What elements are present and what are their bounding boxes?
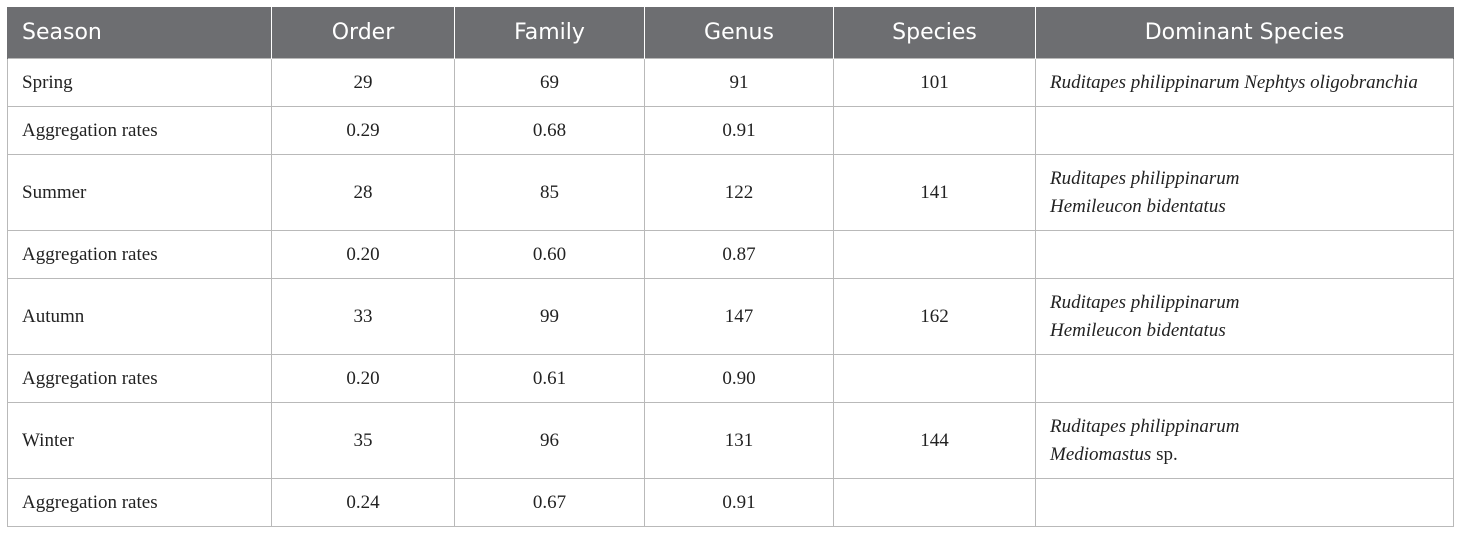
order-cell: 35 xyxy=(271,402,455,479)
species-cell xyxy=(833,354,1036,403)
order-cell: 0.29 xyxy=(271,106,455,155)
dominant-species-cell xyxy=(1035,230,1454,279)
dominant-species-cell xyxy=(1035,106,1454,155)
order-cell: 0.24 xyxy=(271,478,455,527)
season-cell: Spring xyxy=(7,58,272,107)
dominant-species-cell: Ruditapes philippinarum Hemileucon biden… xyxy=(1035,154,1454,231)
season-cell: Winter xyxy=(7,402,272,479)
dominant-species-name-line: Mediomastus sp. xyxy=(1050,441,1453,469)
family-cell: 69 xyxy=(454,58,645,107)
family-cell: 85 xyxy=(454,154,645,231)
header-species: Species xyxy=(833,7,1036,59)
family-cell: 0.67 xyxy=(454,478,645,527)
dominant-species-cell xyxy=(1035,478,1454,527)
order-cell: 28 xyxy=(271,154,455,231)
table-row: Aggregation rates 0.20 0.61 0.90 xyxy=(7,354,1454,403)
order-cell: 0.20 xyxy=(271,354,455,403)
genus-cell: 147 xyxy=(644,278,834,355)
family-cell: 0.60 xyxy=(454,230,645,279)
season-species-table: Season Order Family Genus Species Domina… xyxy=(7,7,1454,527)
dominant-species-name: Hemileucon bidentatus xyxy=(1050,195,1226,217)
table-row: Aggregation rates 0.29 0.68 0.91 xyxy=(7,106,1454,155)
season-cell: Aggregation rates xyxy=(7,354,272,403)
genus-cell: 0.90 xyxy=(644,354,834,403)
dominant-species-cell: Ruditapes philippinarum Nephtys oligobra… xyxy=(1035,58,1454,107)
season-cell: Summer xyxy=(7,154,272,231)
dominant-species-cell: Ruditapes philippinarum Hemileucon biden… xyxy=(1035,278,1454,355)
genus-cell: 131 xyxy=(644,402,834,479)
species-cell xyxy=(833,230,1036,279)
table-row: Spring 29 69 91 101 Ruditapes philippina… xyxy=(7,58,1454,107)
species-cell: 162 xyxy=(833,278,1036,355)
family-cell: 0.68 xyxy=(454,106,645,155)
species-cell: 141 xyxy=(833,154,1036,231)
family-cell: 0.61 xyxy=(454,354,645,403)
table-row: Aggregation rates 0.24 0.67 0.91 xyxy=(7,478,1454,527)
family-cell: 99 xyxy=(454,278,645,355)
family-cell: 96 xyxy=(454,402,645,479)
dominant-species-name: Ruditapes philippinarum Nephtys oligobra… xyxy=(1050,71,1418,93)
header-dominant-species: Dominant Species xyxy=(1035,7,1454,59)
dominant-species-name: Hemileucon bidentatus xyxy=(1050,319,1226,341)
header-season: Season xyxy=(7,7,272,59)
genus-cell: 0.87 xyxy=(644,230,834,279)
dominant-species-name: Ruditapes philippinarum xyxy=(1050,167,1240,189)
table-row: Summer 28 85 122 141 Ruditapes philippin… xyxy=(7,154,1454,231)
season-cell: Aggregation rates xyxy=(7,106,272,155)
table-row: Aggregation rates 0.20 0.60 0.87 xyxy=(7,230,1454,279)
dominant-species-name: Ruditapes philippinarum xyxy=(1050,415,1240,437)
table-header-row: Season Order Family Genus Species Domina… xyxy=(7,7,1454,59)
season-cell: Autumn xyxy=(7,278,272,355)
table-row: Autumn 33 99 147 162 Ruditapes philippin… xyxy=(7,278,1454,355)
season-cell: Aggregation rates xyxy=(7,230,272,279)
species-cell xyxy=(833,106,1036,155)
table-row: Winter 35 96 131 144 Ruditapes philippin… xyxy=(7,402,1454,479)
dominant-species-name: Ruditapes philippinarum xyxy=(1050,291,1240,313)
genus-cell: 122 xyxy=(644,154,834,231)
species-cell xyxy=(833,478,1036,527)
dominant-species-cell: Ruditapes philippinarum Mediomastus sp. xyxy=(1035,402,1454,479)
data-table-container: Season Order Family Genus Species Domina… xyxy=(7,7,1454,527)
genus-cell: 0.91 xyxy=(644,478,834,527)
dominant-species-cell xyxy=(1035,354,1454,403)
header-genus: Genus xyxy=(644,7,834,59)
order-cell: 33 xyxy=(271,278,455,355)
species-cell: 101 xyxy=(833,58,1036,107)
order-cell: 29 xyxy=(271,58,455,107)
species-cell: 144 xyxy=(833,402,1036,479)
genus-cell: 91 xyxy=(644,58,834,107)
header-order: Order xyxy=(271,7,455,59)
species-abbreviation: sp. xyxy=(1151,443,1178,465)
header-family: Family xyxy=(454,7,645,59)
order-cell: 0.20 xyxy=(271,230,455,279)
dominant-species-genus: Mediomastus xyxy=(1050,443,1152,465)
genus-cell: 0.91 xyxy=(644,106,834,155)
season-cell: Aggregation rates xyxy=(7,478,272,527)
